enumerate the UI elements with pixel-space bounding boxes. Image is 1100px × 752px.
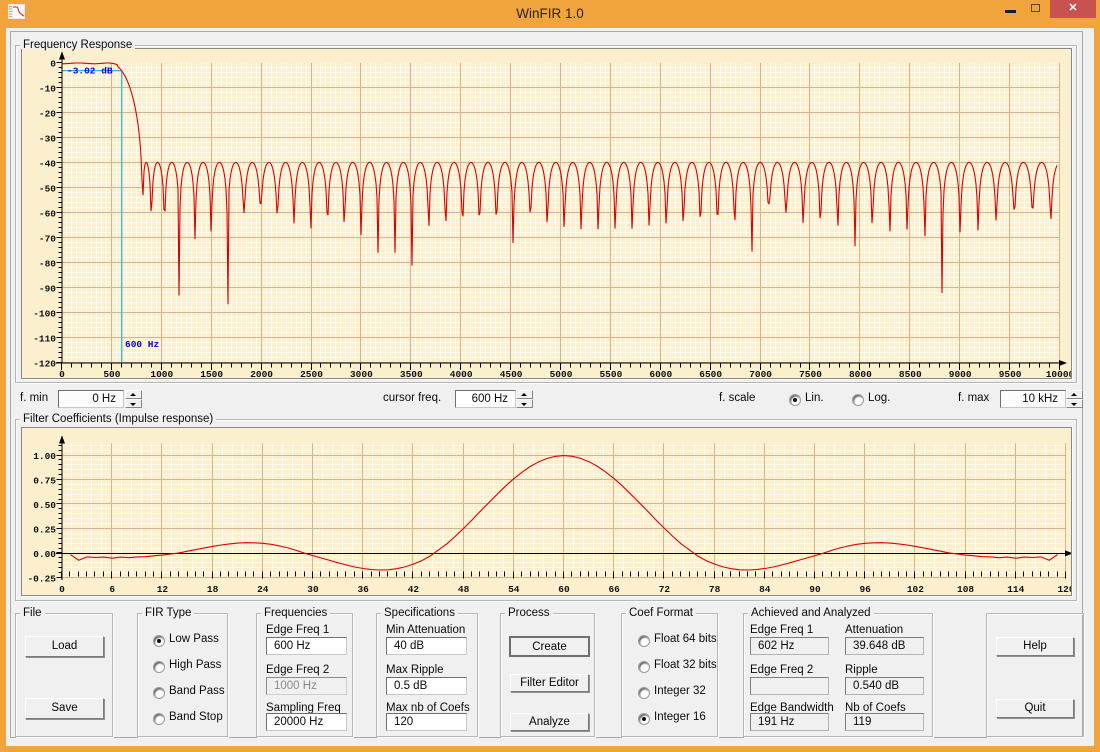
svg-text:-10: -10 xyxy=(39,84,56,95)
svg-text:0.25: 0.25 xyxy=(33,524,56,535)
svg-text:18: 18 xyxy=(207,584,219,595)
svg-text:4000: 4000 xyxy=(450,369,473,378)
svg-text:600 Hz: 600 Hz xyxy=(125,339,159,350)
svg-text:0.75: 0.75 xyxy=(33,476,56,487)
svg-text:2500: 2500 xyxy=(300,369,323,378)
svg-text:-30: -30 xyxy=(39,134,56,145)
svg-text:0: 0 xyxy=(59,369,65,378)
svg-text:-100: -100 xyxy=(33,309,56,320)
svg-text:4500: 4500 xyxy=(500,369,523,378)
svg-text:-110: -110 xyxy=(33,334,56,345)
svg-text:-50: -50 xyxy=(39,184,56,195)
svg-text:-60: -60 xyxy=(39,209,56,220)
svg-text:0.00: 0.00 xyxy=(33,549,56,560)
svg-text:10000: 10000 xyxy=(1046,369,1071,378)
svg-text:-3.02 dB: -3.02 dB xyxy=(67,66,113,77)
svg-text:3000: 3000 xyxy=(350,369,373,378)
svg-text:1000: 1000 xyxy=(150,369,173,378)
svg-text:60: 60 xyxy=(558,584,570,595)
svg-text:6500: 6500 xyxy=(699,369,722,378)
svg-text:-0.25: -0.25 xyxy=(27,573,56,584)
svg-text:-40: -40 xyxy=(39,159,56,170)
svg-text:102: 102 xyxy=(907,584,924,595)
svg-text:9000: 9000 xyxy=(949,369,972,378)
svg-text:7500: 7500 xyxy=(799,369,822,378)
svg-text:2000: 2000 xyxy=(250,369,273,378)
svg-text:0.50: 0.50 xyxy=(33,500,56,511)
svg-text:36: 36 xyxy=(357,584,369,595)
svg-text:12: 12 xyxy=(157,584,169,595)
svg-text:500: 500 xyxy=(103,369,120,378)
svg-text:120: 120 xyxy=(1057,584,1071,595)
svg-text:96: 96 xyxy=(859,584,871,595)
svg-text:5500: 5500 xyxy=(599,369,622,378)
svg-text:8000: 8000 xyxy=(849,369,872,378)
svg-text:90: 90 xyxy=(809,584,821,595)
svg-text:8500: 8500 xyxy=(899,369,922,378)
svg-text:9500: 9500 xyxy=(999,369,1022,378)
svg-text:0: 0 xyxy=(59,584,65,595)
svg-text:42: 42 xyxy=(408,584,420,595)
svg-text:5000: 5000 xyxy=(550,369,573,378)
svg-text:1500: 1500 xyxy=(200,369,223,378)
svg-text:-20: -20 xyxy=(39,109,56,120)
svg-text:-90: -90 xyxy=(39,284,56,295)
svg-text:6: 6 xyxy=(109,584,115,595)
svg-text:0: 0 xyxy=(50,59,56,70)
svg-text:72: 72 xyxy=(659,584,671,595)
svg-text:84: 84 xyxy=(759,584,771,595)
svg-text:108: 108 xyxy=(957,584,974,595)
svg-text:-70: -70 xyxy=(39,234,56,245)
svg-text:78: 78 xyxy=(709,584,721,595)
svg-text:1.00: 1.00 xyxy=(33,451,56,462)
svg-text:30: 30 xyxy=(307,584,319,595)
svg-text:3500: 3500 xyxy=(400,369,423,378)
svg-text:66: 66 xyxy=(608,584,620,595)
svg-text:-80: -80 xyxy=(39,259,56,270)
svg-text:7000: 7000 xyxy=(749,369,772,378)
svg-text:-120: -120 xyxy=(33,359,56,370)
svg-text:6000: 6000 xyxy=(649,369,672,378)
svg-text:114: 114 xyxy=(1007,584,1024,595)
svg-text:24: 24 xyxy=(257,584,269,595)
svg-text:54: 54 xyxy=(508,584,520,595)
svg-text:48: 48 xyxy=(458,584,470,595)
